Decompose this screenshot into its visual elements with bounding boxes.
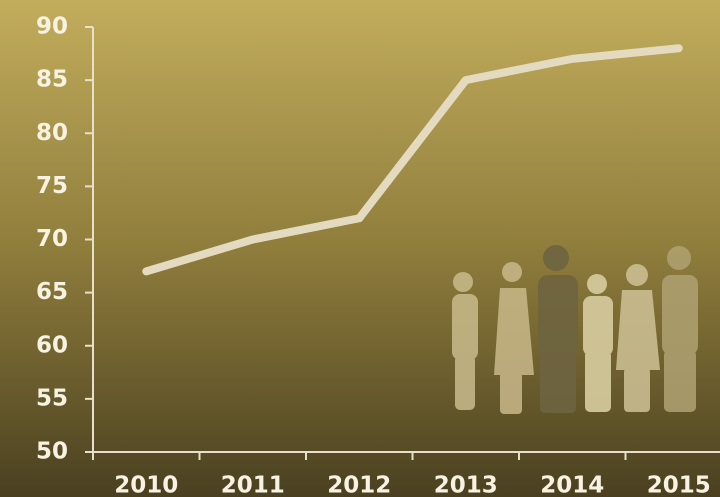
x-tick-label: 2011 bbox=[221, 473, 285, 497]
x-tick-label: 2014 bbox=[540, 473, 604, 497]
line bbox=[142, 44, 683, 276]
y-tick-label: 55 bbox=[36, 385, 68, 411]
y-tick-label: 90 bbox=[36, 14, 68, 40]
people-silhouettes bbox=[452, 245, 698, 414]
y-tick-label: 50 bbox=[36, 439, 68, 465]
x-tick-label: 2010 bbox=[114, 473, 178, 497]
y-tick-label: 65 bbox=[36, 279, 68, 305]
y-tick-label: 80 bbox=[36, 120, 68, 146]
y-tick-label: 60 bbox=[36, 332, 68, 358]
x-tick-label: 2015 bbox=[647, 473, 711, 497]
y-tick-label: 75 bbox=[36, 173, 68, 199]
y-tick-label: 70 bbox=[36, 226, 68, 252]
x-tick-label: 2013 bbox=[434, 473, 498, 497]
y-tick-label: 85 bbox=[36, 67, 68, 93]
x-tick-label: 2012 bbox=[327, 473, 391, 497]
